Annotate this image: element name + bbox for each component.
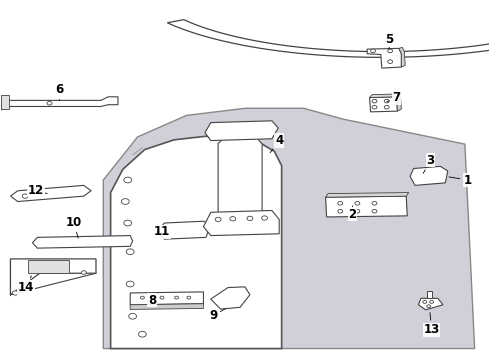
Text: 6: 6: [55, 83, 63, 100]
Polygon shape: [427, 291, 432, 298]
Circle shape: [174, 296, 178, 299]
Polygon shape: [130, 292, 203, 305]
Circle shape: [370, 49, 375, 53]
Circle shape: [384, 99, 389, 103]
Circle shape: [22, 194, 28, 198]
Polygon shape: [369, 94, 399, 98]
Text: 7: 7: [387, 91, 400, 104]
Circle shape: [372, 210, 377, 213]
Polygon shape: [130, 304, 203, 310]
Polygon shape: [326, 196, 407, 217]
Circle shape: [124, 177, 132, 183]
Polygon shape: [103, 108, 475, 348]
Circle shape: [430, 301, 434, 303]
Circle shape: [384, 105, 389, 109]
Text: 2: 2: [348, 206, 357, 221]
Polygon shape: [32, 235, 133, 248]
Circle shape: [427, 305, 431, 308]
Circle shape: [141, 296, 145, 299]
Circle shape: [262, 216, 268, 220]
Polygon shape: [157, 221, 211, 239]
Circle shape: [160, 296, 164, 299]
Circle shape: [129, 314, 137, 319]
Polygon shape: [0, 97, 118, 110]
Circle shape: [338, 210, 343, 213]
Circle shape: [372, 99, 377, 103]
Circle shape: [388, 60, 392, 63]
Circle shape: [230, 217, 236, 221]
Text: 11: 11: [154, 225, 170, 238]
Text: 14: 14: [18, 276, 34, 294]
Text: 3: 3: [423, 154, 435, 173]
Circle shape: [139, 331, 147, 337]
Circle shape: [122, 199, 129, 204]
Polygon shape: [167, 20, 490, 57]
Circle shape: [247, 216, 253, 221]
Circle shape: [124, 220, 132, 226]
Text: 12: 12: [28, 184, 47, 197]
Circle shape: [12, 291, 18, 295]
Text: 13: 13: [423, 312, 440, 336]
Polygon shape: [211, 287, 250, 309]
Circle shape: [47, 102, 52, 105]
Text: 8: 8: [148, 294, 156, 307]
Polygon shape: [367, 48, 401, 68]
Polygon shape: [418, 298, 443, 310]
Polygon shape: [396, 95, 401, 111]
Circle shape: [423, 301, 427, 303]
Polygon shape: [10, 185, 91, 202]
Circle shape: [372, 202, 377, 205]
Text: 10: 10: [66, 216, 82, 238]
Circle shape: [388, 49, 392, 53]
Circle shape: [215, 217, 221, 222]
Polygon shape: [399, 47, 405, 67]
Polygon shape: [203, 211, 279, 235]
Circle shape: [81, 271, 86, 274]
Circle shape: [187, 296, 191, 299]
Polygon shape: [205, 121, 278, 140]
Polygon shape: [410, 166, 448, 185]
Polygon shape: [27, 260, 69, 273]
Circle shape: [150, 296, 154, 299]
Polygon shape: [218, 135, 262, 223]
Polygon shape: [369, 97, 397, 112]
Circle shape: [355, 210, 360, 213]
Text: 4: 4: [270, 134, 283, 153]
Polygon shape: [111, 136, 282, 348]
Circle shape: [372, 105, 377, 109]
Text: 5: 5: [385, 33, 393, 49]
Circle shape: [126, 281, 134, 287]
Polygon shape: [326, 193, 409, 197]
Text: 1: 1: [449, 174, 471, 186]
Polygon shape: [10, 259, 96, 295]
Circle shape: [338, 202, 343, 205]
Circle shape: [126, 249, 134, 255]
Polygon shape: [0, 95, 9, 109]
Circle shape: [355, 202, 360, 205]
Text: 9: 9: [209, 309, 225, 322]
